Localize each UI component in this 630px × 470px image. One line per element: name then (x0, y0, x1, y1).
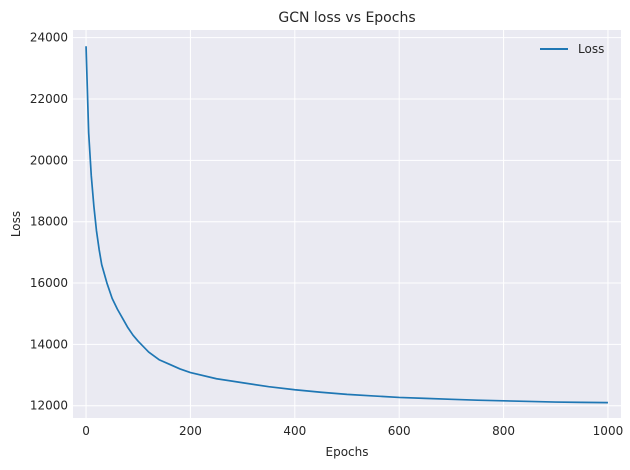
plot-area (73, 30, 621, 418)
y-tick-label: 18000 (30, 215, 68, 229)
legend-label-loss: Loss (578, 42, 604, 56)
x-tick-label: 200 (179, 424, 202, 438)
series-layer (85, 46, 608, 404)
grid (73, 30, 621, 418)
y-tick-label: 12000 (30, 399, 68, 413)
y-tick-label: 22000 (30, 92, 68, 106)
y-tick-label: 16000 (30, 276, 68, 290)
x-tick-label: 0 (82, 424, 90, 438)
y-axis-label: Loss (9, 211, 23, 237)
series-line-loss (85, 46, 608, 404)
x-tick-label: 800 (492, 424, 515, 438)
y-tick-label: 20000 (30, 153, 68, 167)
chart-title: GCN loss vs Epochs (278, 10, 415, 26)
x-tick-label: 400 (283, 424, 306, 438)
x-axis-label: Epochs (326, 445, 369, 459)
y-tick-label: 14000 (30, 337, 68, 351)
x-tick-label: 1000 (593, 424, 624, 438)
tick-labels: 0 200 400 600 800 1000 12000 14000 16000 18000 200… (30, 31, 623, 438)
y-tick-label: 24000 (30, 31, 68, 45)
x-tick-label: 600 (388, 424, 411, 438)
legend: Loss (540, 42, 604, 56)
